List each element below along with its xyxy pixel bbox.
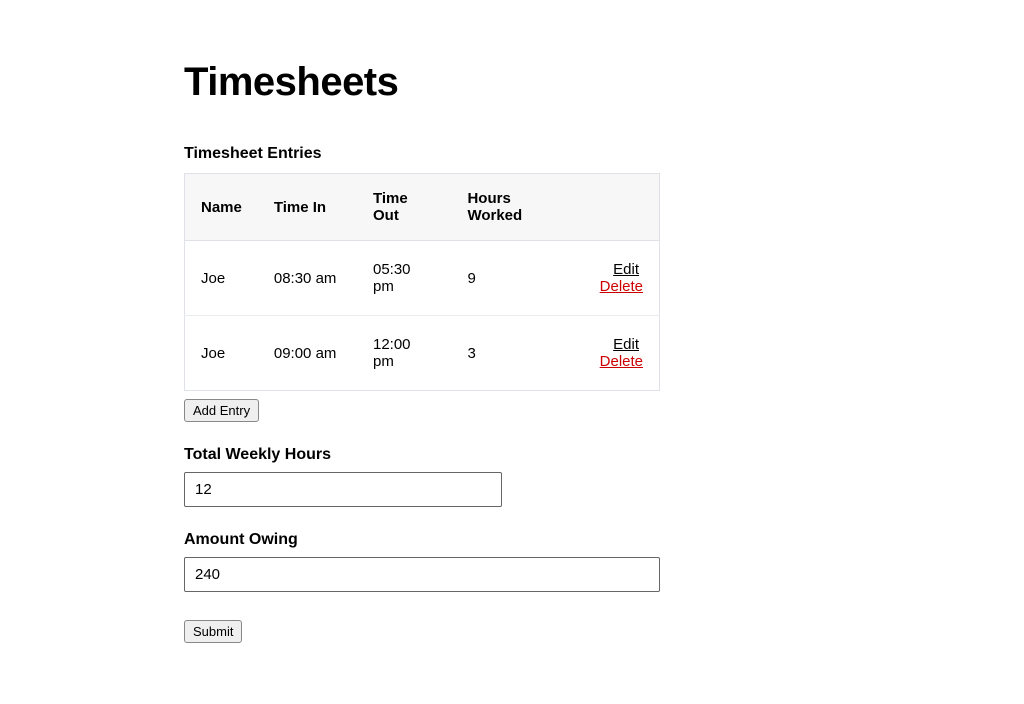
col-header-hours-worked: Hours Worked bbox=[451, 174, 564, 241]
table-header-row: Name Time In Time Out Hours Worked bbox=[185, 174, 660, 241]
col-header-time-out: Time Out bbox=[357, 174, 451, 241]
cell-name: Joe bbox=[185, 316, 258, 391]
delete-link[interactable]: Delete bbox=[600, 353, 643, 370]
entries-table: Name Time In Time Out Hours Worked Joe 0… bbox=[184, 173, 660, 391]
submit-row: Submit bbox=[184, 620, 660, 643]
amount-owing-label: Amount Owing bbox=[184, 531, 660, 549]
entries-heading: Timesheet Entries bbox=[184, 145, 660, 163]
entries-section: Timesheet Entries Name Time In Time Out … bbox=[184, 145, 660, 422]
table-row: Joe 09:00 am 12:00 pm 3 Edit Delete bbox=[185, 316, 660, 391]
cell-hours-worked: 3 bbox=[451, 316, 564, 391]
weekly-hours-input[interactable] bbox=[184, 472, 502, 507]
weekly-hours-group: Total Weekly Hours bbox=[184, 446, 660, 507]
table-row: Joe 08:30 am 05:30 pm 9 Edit Delete bbox=[185, 241, 660, 316]
cell-time-out: 05:30 pm bbox=[357, 241, 451, 316]
amount-owing-input[interactable] bbox=[184, 557, 660, 592]
cell-time-in: 09:00 am bbox=[258, 316, 357, 391]
weekly-hours-label: Total Weekly Hours bbox=[184, 446, 660, 464]
cell-hours-worked: 9 bbox=[451, 241, 564, 316]
cell-time-out: 12:00 pm bbox=[357, 316, 451, 391]
cell-time-in: 08:30 am bbox=[258, 241, 357, 316]
col-header-time-in: Time In bbox=[258, 174, 357, 241]
cell-actions: Edit Delete bbox=[565, 241, 660, 316]
delete-link[interactable]: Delete bbox=[600, 278, 643, 295]
page-title: Timesheets bbox=[184, 60, 660, 105]
col-header-name: Name bbox=[185, 174, 258, 241]
cell-name: Joe bbox=[185, 241, 258, 316]
amount-owing-group: Amount Owing bbox=[184, 531, 660, 592]
submit-button[interactable]: Submit bbox=[184, 620, 242, 643]
add-entry-button[interactable]: Add Entry bbox=[184, 399, 259, 422]
col-header-actions bbox=[565, 174, 660, 241]
cell-actions: Edit Delete bbox=[565, 316, 660, 391]
page-container: Timesheets Timesheet Entries Name Time I… bbox=[0, 0, 660, 643]
edit-link[interactable]: Edit bbox=[613, 261, 639, 278]
edit-link[interactable]: Edit bbox=[613, 336, 639, 353]
